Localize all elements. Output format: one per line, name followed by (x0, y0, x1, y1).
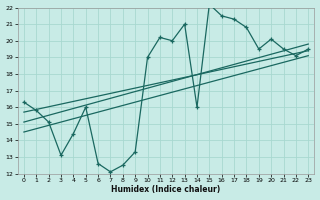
X-axis label: Humidex (Indice chaleur): Humidex (Indice chaleur) (111, 185, 221, 194)
